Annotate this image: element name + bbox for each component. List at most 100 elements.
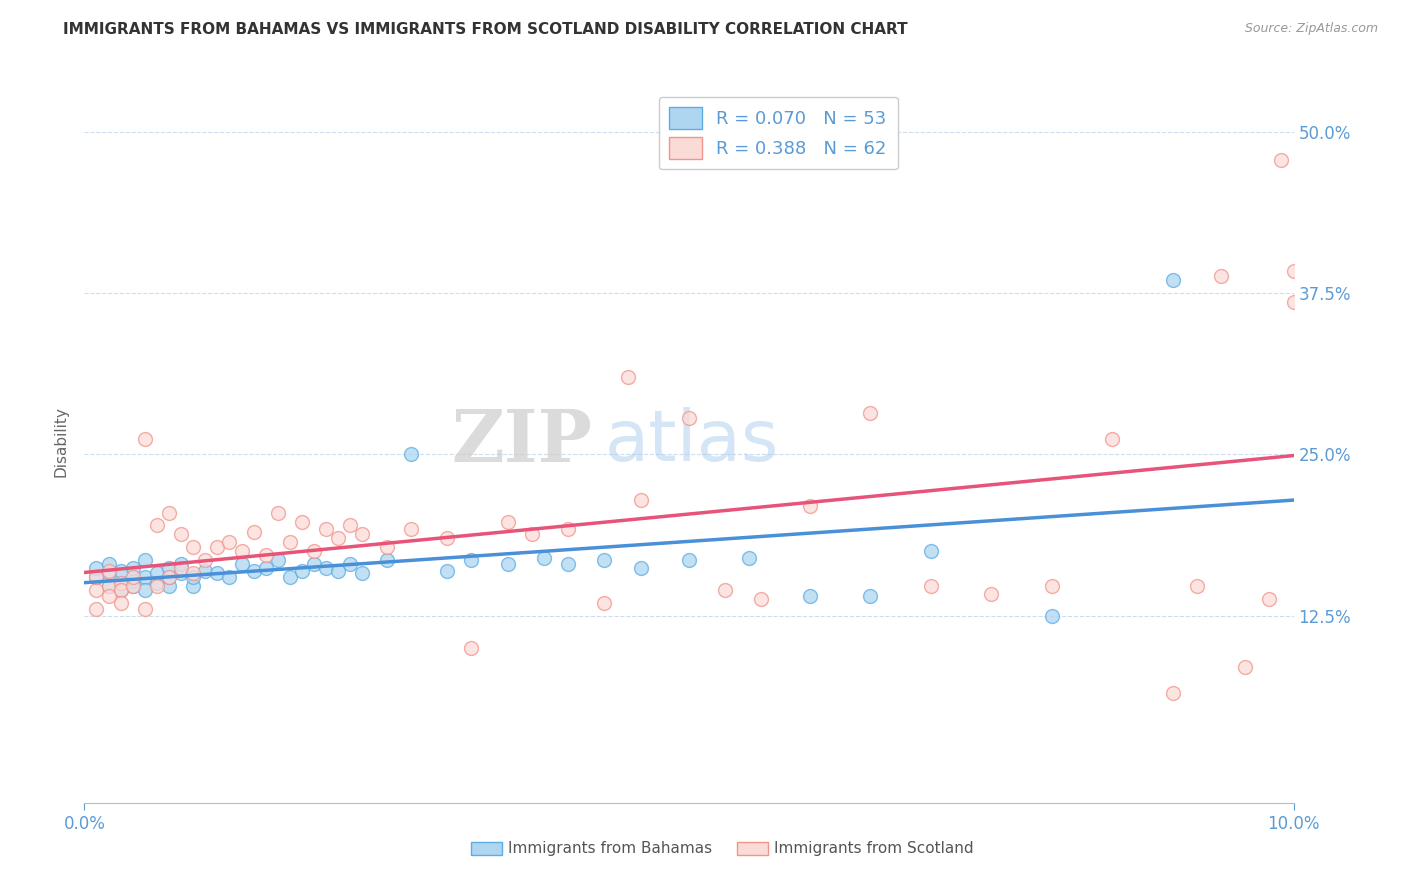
- Point: [533, 550, 555, 565]
- Point: [1185, 579, 1208, 593]
- Point: [121, 561, 143, 575]
- Point: [617, 370, 640, 384]
- Point: [121, 570, 143, 584]
- Point: [97, 557, 120, 571]
- Point: [181, 570, 204, 584]
- Point: [134, 432, 156, 446]
- Point: [436, 564, 458, 578]
- Point: [496, 515, 519, 529]
- Point: [1234, 660, 1257, 674]
- Point: [291, 564, 314, 578]
- Point: [157, 570, 180, 584]
- Point: [254, 548, 277, 562]
- Point: [1040, 579, 1063, 593]
- Bar: [471, 842, 502, 855]
- Point: [352, 566, 374, 581]
- Point: [399, 522, 422, 536]
- Point: [291, 515, 314, 529]
- Point: [557, 522, 579, 536]
- Legend: R = 0.070   N = 53, R = 0.388   N = 62: R = 0.070 N = 53, R = 0.388 N = 62: [658, 96, 897, 169]
- Text: atlas: atlas: [605, 407, 779, 476]
- Point: [231, 544, 253, 558]
- Point: [496, 557, 519, 571]
- Point: [1101, 432, 1123, 446]
- Point: [97, 590, 120, 604]
- Text: Immigrants from Scotland: Immigrants from Scotland: [773, 841, 973, 855]
- Point: [1258, 591, 1281, 606]
- Point: [146, 576, 169, 591]
- Point: [242, 524, 264, 539]
- Bar: [737, 842, 768, 855]
- Point: [146, 566, 169, 581]
- Point: [110, 576, 132, 591]
- Point: [678, 553, 700, 567]
- Point: [352, 527, 374, 541]
- Point: [520, 527, 543, 541]
- Point: [242, 564, 264, 578]
- Point: [181, 579, 204, 593]
- Point: [1161, 273, 1184, 287]
- Point: [86, 561, 108, 575]
- Point: [302, 544, 325, 558]
- Point: [134, 602, 156, 616]
- Point: [97, 566, 120, 581]
- Point: [460, 553, 482, 567]
- Point: [146, 579, 169, 593]
- Point: [328, 531, 350, 545]
- Point: [134, 582, 156, 597]
- Point: [170, 561, 193, 575]
- Point: [375, 541, 398, 555]
- Point: [86, 602, 108, 616]
- Point: [980, 587, 1002, 601]
- Point: [1161, 686, 1184, 700]
- Point: [170, 557, 193, 571]
- Point: [97, 564, 120, 578]
- Point: [920, 544, 942, 558]
- Point: [207, 566, 229, 581]
- Point: [278, 535, 301, 549]
- Point: [110, 582, 132, 597]
- Point: [231, 557, 253, 571]
- Point: [110, 564, 132, 578]
- Point: [181, 541, 204, 555]
- Point: [86, 570, 108, 584]
- Point: [134, 553, 156, 567]
- Point: [339, 518, 361, 533]
- Point: [920, 579, 942, 593]
- Point: [218, 570, 240, 584]
- Point: [170, 566, 193, 581]
- Point: [181, 566, 204, 581]
- Point: [121, 579, 143, 593]
- Point: [110, 576, 132, 591]
- Point: [593, 596, 616, 610]
- Point: [86, 582, 108, 597]
- Point: [738, 550, 761, 565]
- Point: [859, 406, 882, 420]
- Point: [1282, 295, 1305, 310]
- Point: [267, 553, 290, 567]
- Point: [146, 518, 169, 533]
- Point: [110, 582, 132, 597]
- Point: [1282, 264, 1305, 278]
- Point: [86, 570, 108, 584]
- Point: [630, 492, 652, 507]
- Point: [339, 557, 361, 571]
- Point: [218, 535, 240, 549]
- Point: [254, 561, 277, 575]
- Text: Source: ZipAtlas.com: Source: ZipAtlas.com: [1244, 22, 1378, 36]
- Point: [1040, 608, 1063, 623]
- Point: [678, 411, 700, 425]
- Point: [170, 527, 193, 541]
- Point: [97, 579, 120, 593]
- Point: [157, 570, 180, 584]
- Point: [799, 499, 821, 513]
- Point: [315, 561, 337, 575]
- Text: Immigrants from Bahamas: Immigrants from Bahamas: [508, 841, 711, 855]
- Y-axis label: Disability: Disability: [53, 406, 69, 477]
- Point: [328, 564, 350, 578]
- Point: [399, 447, 422, 461]
- Point: [557, 557, 579, 571]
- Point: [278, 570, 301, 584]
- Point: [375, 553, 398, 567]
- Text: IMMIGRANTS FROM BAHAMAS VS IMMIGRANTS FROM SCOTLAND DISABILITY CORRELATION CHART: IMMIGRANTS FROM BAHAMAS VS IMMIGRANTS FR…: [63, 22, 908, 37]
